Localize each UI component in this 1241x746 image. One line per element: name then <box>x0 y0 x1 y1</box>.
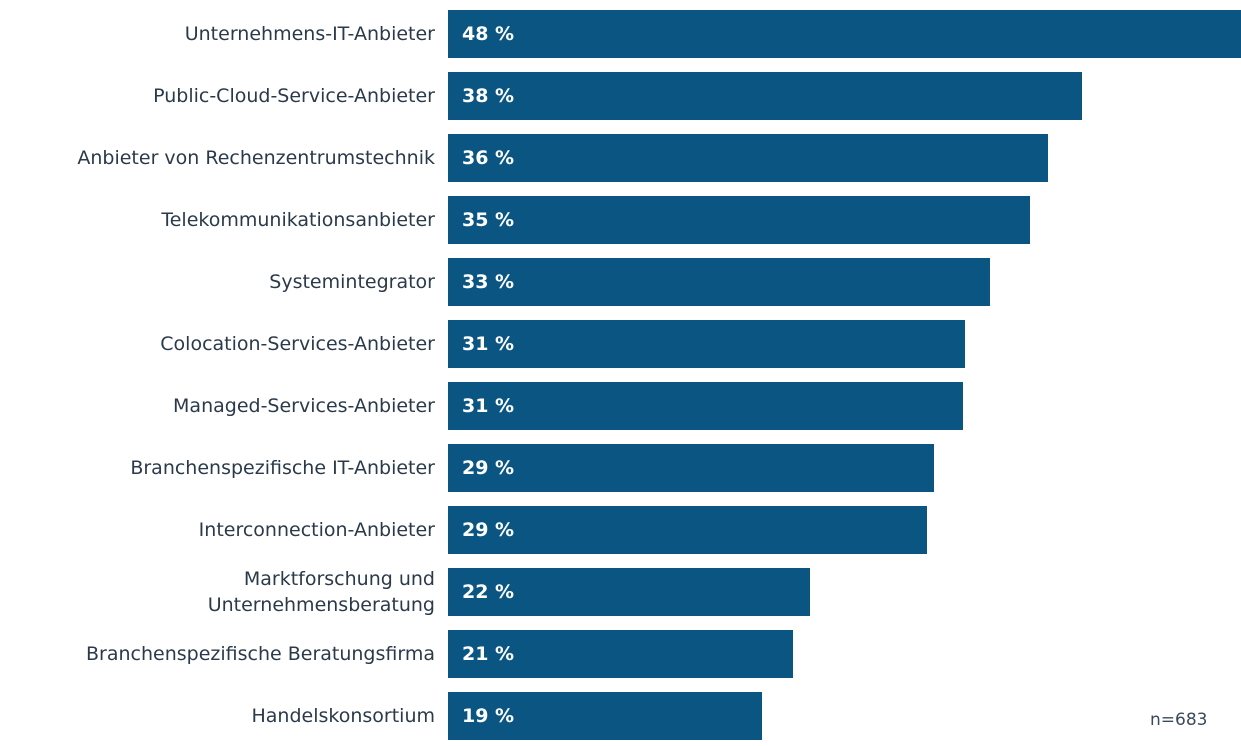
bar <box>448 382 964 430</box>
value-label: 29 % <box>462 457 515 479</box>
category-label: Marktforschung und Unternehmensberatung <box>207 568 435 616</box>
value-label: 29 % <box>462 519 515 541</box>
bar <box>448 320 966 368</box>
bar <box>448 10 1241 58</box>
bar <box>448 444 934 492</box>
bar <box>448 692 762 740</box>
bar <box>448 506 928 554</box>
category-label: Telekommunikationsanbieter <box>161 209 435 231</box>
category-label: Interconnection-Anbieter <box>198 519 435 541</box>
value-label: 36 % <box>462 147 515 169</box>
category-label: Public-Cloud-Service-Anbieter <box>153 85 435 107</box>
value-label: 22 % <box>462 581 515 603</box>
value-label: 33 % <box>462 271 515 293</box>
value-label: 21 % <box>462 643 515 665</box>
bar <box>448 258 990 306</box>
category-label: Colocation-Services-Anbieter <box>160 333 435 355</box>
bar <box>448 72 1083 120</box>
bar <box>448 134 1048 182</box>
category-label: Branchenspezifische Beratungsfirma <box>85 643 435 665</box>
category-label: Branchenspezifische IT-Anbieter <box>130 457 435 479</box>
value-label: 31 % <box>462 333 515 355</box>
bar <box>448 630 794 678</box>
category-label: Managed-Services-Anbieter <box>173 395 435 417</box>
value-label: 38 % <box>462 85 515 107</box>
category-label: Anbieter von Rechenzentrumstechnik <box>77 147 435 169</box>
value-label: 48 % <box>462 23 515 45</box>
category-label: Systemintegrator <box>269 271 435 293</box>
sample-size-note: n=683 <box>1150 710 1208 730</box>
value-label: 35 % <box>462 209 515 231</box>
bar <box>448 196 1030 244</box>
value-label: 19 % <box>462 705 515 727</box>
bar <box>448 568 810 616</box>
category-label: Unternehmens-IT-Anbieter <box>184 23 435 45</box>
category-label: Handelskonsortium <box>251 705 435 727</box>
value-label: 31 % <box>462 395 515 417</box>
